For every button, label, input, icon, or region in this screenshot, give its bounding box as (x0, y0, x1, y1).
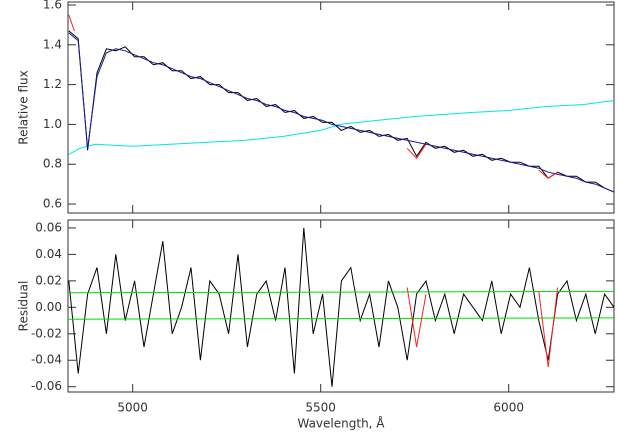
series-line (68, 30, 615, 193)
series-line (406, 287, 559, 367)
series-line (67, 317, 615, 320)
plot-frame (67, 219, 615, 393)
series-line (67, 290, 615, 294)
y-tick-label: 1.6 (43, 0, 62, 11)
x-axis-label: Wavelength, Å (297, 416, 385, 431)
series-line (68, 14, 558, 179)
plot-frame (67, 1, 615, 214)
y-tick-label: -0.02 (31, 326, 62, 340)
y-tick-label: -0.06 (31, 379, 62, 393)
y-tick-label: 1.2 (43, 77, 62, 91)
series-line (68, 32, 615, 193)
x-tick-label: 5000 (117, 401, 148, 415)
y-tick-label: 1.0 (43, 117, 62, 131)
y-tick-label: 0.02 (35, 273, 62, 287)
y-tick-label: 0.06 (35, 220, 62, 234)
y-tick-label: 0.8 (43, 157, 62, 171)
y-tick-label: 0.00 (35, 300, 62, 314)
y-tick-label: 0.6 (43, 197, 62, 211)
x-tick-label: 6000 (493, 401, 524, 415)
y-axis-label: Residual (17, 281, 31, 332)
y-tick-label: -0.04 (31, 353, 62, 367)
series-line (68, 100, 615, 155)
series-line (68, 227, 615, 387)
y-tick-label: 1.4 (43, 37, 62, 51)
x-tick-label: 5500 (305, 401, 336, 415)
y-tick-label: 0.04 (35, 247, 62, 261)
y-axis-label: Relative flux (17, 70, 31, 144)
